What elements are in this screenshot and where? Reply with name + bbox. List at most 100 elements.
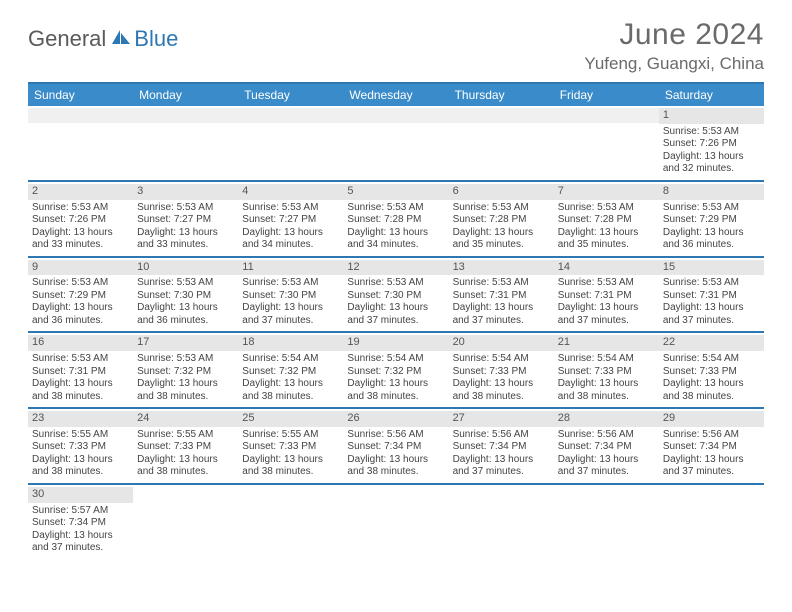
- weeks-container: 1Sunrise: 5:53 AMSunset: 7:26 PMDaylight…: [28, 106, 764, 559]
- daylight-text: Daylight: 13 hours and 36 minutes.: [663, 227, 760, 252]
- day-cell: 4Sunrise: 5:53 AMSunset: 7:27 PMDaylight…: [238, 182, 343, 256]
- daylight-text: Daylight: 13 hours and 34 minutes.: [347, 227, 444, 252]
- daylight-text: Daylight: 13 hours and 37 minutes.: [242, 302, 339, 327]
- day-number: 17: [133, 335, 238, 351]
- day-number: 24: [133, 411, 238, 427]
- sunset-text: Sunset: 7:28 PM: [453, 214, 550, 227]
- daylight-text: Daylight: 13 hours and 37 minutes.: [453, 454, 550, 479]
- sunset-text: Sunset: 7:34 PM: [453, 441, 550, 454]
- day-cell: [554, 485, 659, 559]
- sunrise-text: Sunrise: 5:54 AM: [663, 353, 760, 366]
- day-number: 10: [133, 260, 238, 276]
- daylight-text: Daylight: 13 hours and 37 minutes.: [453, 302, 550, 327]
- daylight-text: Daylight: 13 hours and 36 minutes.: [137, 302, 234, 327]
- sunset-text: Sunset: 7:30 PM: [347, 290, 444, 303]
- day-number: 9: [28, 260, 133, 276]
- dow-saturday: Saturday: [659, 84, 764, 106]
- sunrise-text: Sunrise: 5:53 AM: [453, 202, 550, 215]
- day-cell: [28, 106, 133, 180]
- day-cell: 12Sunrise: 5:53 AMSunset: 7:30 PMDayligh…: [343, 258, 448, 332]
- week-row: 2Sunrise: 5:53 AMSunset: 7:26 PMDaylight…: [28, 182, 764, 258]
- day-cell: 8Sunrise: 5:53 AMSunset: 7:29 PMDaylight…: [659, 182, 764, 256]
- month-title: June 2024: [584, 18, 764, 52]
- day-number: 22: [659, 335, 764, 351]
- day-cell: 6Sunrise: 5:53 AMSunset: 7:28 PMDaylight…: [449, 182, 554, 256]
- sunset-text: Sunset: 7:33 PM: [453, 366, 550, 379]
- sunset-text: Sunset: 7:33 PM: [663, 366, 760, 379]
- daylight-text: Daylight: 13 hours and 35 minutes.: [558, 227, 655, 252]
- daylight-text: Daylight: 13 hours and 33 minutes.: [32, 227, 129, 252]
- day-number: 23: [28, 411, 133, 427]
- daylight-text: Daylight: 13 hours and 38 minutes.: [32, 454, 129, 479]
- day-number: 30: [28, 487, 133, 503]
- daylight-text: Daylight: 13 hours and 38 minutes.: [32, 378, 129, 403]
- day-cell: [449, 485, 554, 559]
- sunrise-text: Sunrise: 5:53 AM: [137, 353, 234, 366]
- sunrise-text: Sunrise: 5:53 AM: [32, 353, 129, 366]
- logo-blue: Blue: [134, 26, 178, 52]
- day-number: 12: [343, 260, 448, 276]
- day-cell: 16 Sunrise: 5:53 AMSunset: 7:31 PMDayligh…: [28, 333, 133, 407]
- sunset-text: Sunset: 7:31 PM: [32, 366, 129, 379]
- day-number: 26: [343, 411, 448, 427]
- sunrise-text: Sunrise: 5:56 AM: [453, 429, 550, 442]
- daylight-text: Daylight: 13 hours and 34 minutes.: [242, 227, 339, 252]
- empty-day-bar: [238, 108, 343, 123]
- day-number: 4: [238, 184, 343, 200]
- sunrise-text: Sunrise: 5:53 AM: [347, 277, 444, 290]
- day-cell: 5Sunrise: 5:53 AMSunset: 7:28 PMDaylight…: [343, 182, 448, 256]
- day-cell: 10Sunrise: 5:53 AMSunset: 7:30 PMDayligh…: [133, 258, 238, 332]
- week-row: 30Sunrise: 5:57 AMSunset: 7:34 PMDayligh…: [28, 485, 764, 559]
- sunrise-text: Sunrise: 5:53 AM: [663, 202, 760, 215]
- sunset-text: Sunset: 7:32 PM: [242, 366, 339, 379]
- sunset-text: Sunset: 7:32 PM: [137, 366, 234, 379]
- daylight-text: Daylight: 13 hours and 38 minutes.: [347, 378, 444, 403]
- sunrise-text: Sunrise: 5:53 AM: [32, 202, 129, 215]
- sunset-text: Sunset: 7:31 PM: [558, 290, 655, 303]
- day-cell: 3Sunrise: 5:53 AMSunset: 7:27 PMDaylight…: [133, 182, 238, 256]
- page-header: General Blue June 2024 Yufeng, Guangxi, …: [28, 18, 764, 74]
- day-cell: 27 Sunrise: 5:56 AMSunset: 7:34 PMDayligh…: [449, 409, 554, 483]
- week-row: 23Sunrise: 5:55 AMSunset: 7:33 PMDayligh…: [28, 409, 764, 485]
- dow-wednesday: Wednesday: [343, 84, 448, 106]
- day-cell: 7Sunrise: 5:53 AMSunset: 7:28 PMDaylight…: [554, 182, 659, 256]
- day-number: 8: [659, 184, 764, 200]
- day-cell: 21Sunrise: 5:54 AMSunset: 7:33 PMDayligh…: [554, 333, 659, 407]
- sunrise-text: Sunrise: 5:53 AM: [347, 202, 444, 215]
- dow-sunday: Sunday: [28, 84, 133, 106]
- dow-friday: Friday: [554, 84, 659, 106]
- day-cell: 9Sunrise: 5:53 AMSunset: 7:29 PMDaylight…: [28, 258, 133, 332]
- day-cell: 25Sunrise: 5:55 AMSunset: 7:33 PMDayligh…: [238, 409, 343, 483]
- day-number: 27: [449, 411, 554, 427]
- sunrise-text: Sunrise: 5:53 AM: [558, 277, 655, 290]
- day-number: 5: [343, 184, 448, 200]
- day-cell: 28Sunrise: 5:56 AMSunset: 7:34 PMDayligh…: [554, 409, 659, 483]
- daylight-text: Daylight: 13 hours and 37 minutes.: [558, 302, 655, 327]
- day-number: 19: [343, 335, 448, 351]
- day-number: 16: [28, 335, 133, 351]
- day-cell: [133, 106, 238, 180]
- day-cell: 30Sunrise: 5:57 AMSunset: 7:34 PMDayligh…: [28, 485, 133, 559]
- dow-tuesday: Tuesday: [238, 84, 343, 106]
- sunrise-text: Sunrise: 5:56 AM: [663, 429, 760, 442]
- sunrise-text: Sunrise: 5:56 AM: [347, 429, 444, 442]
- sunrise-text: Sunrise: 5:53 AM: [242, 202, 339, 215]
- empty-day-bar: [133, 108, 238, 123]
- daylight-text: Daylight: 13 hours and 37 minutes.: [663, 302, 760, 327]
- daylight-text: Daylight: 13 hours and 38 minutes.: [242, 378, 339, 403]
- day-number: 21: [554, 335, 659, 351]
- day-cell: 17 Sunrise: 5:53 AMSunset: 7:32 PMDayligh…: [133, 333, 238, 407]
- day-number: 20: [449, 335, 554, 351]
- empty-day-bar: [449, 108, 554, 123]
- empty-day-bar: [554, 108, 659, 123]
- empty-day-bar: [343, 108, 448, 123]
- sunset-text: Sunset: 7:31 PM: [663, 290, 760, 303]
- day-cell: 14Sunrise: 5:53 AMSunset: 7:31 PMDayligh…: [554, 258, 659, 332]
- day-number: 3: [133, 184, 238, 200]
- day-number: 28: [554, 411, 659, 427]
- day-cell: 23Sunrise: 5:55 AMSunset: 7:33 PMDayligh…: [28, 409, 133, 483]
- daylight-text: Daylight: 13 hours and 38 minutes.: [137, 378, 234, 403]
- day-cell: [238, 485, 343, 559]
- daylight-text: Daylight: 13 hours and 38 minutes.: [558, 378, 655, 403]
- daylight-text: Daylight: 13 hours and 32 minutes.: [663, 151, 760, 176]
